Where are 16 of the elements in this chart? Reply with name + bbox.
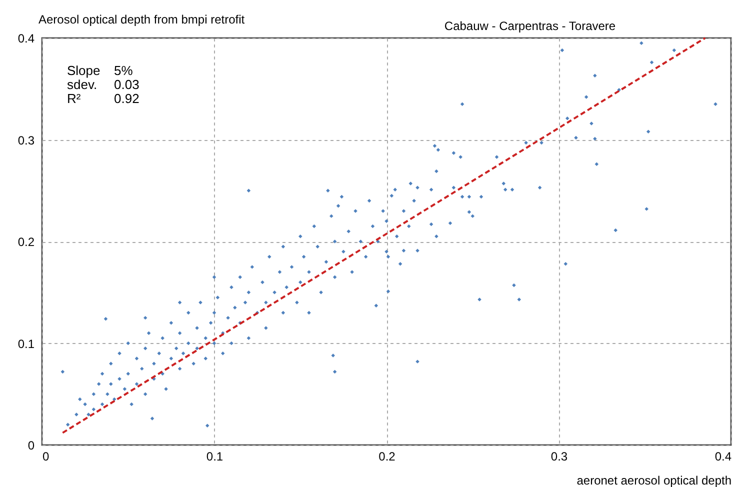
x-tick-label: 0.4 bbox=[714, 450, 732, 464]
x-axis-title: aeronet aerosol optical depth bbox=[576, 474, 732, 487]
x-tick-label: 0.3 bbox=[550, 450, 568, 464]
x-tick-label: 0.1 bbox=[206, 450, 224, 464]
annotation: Slope 5% bbox=[67, 63, 134, 78]
x-tick-label: 0.2 bbox=[378, 450, 396, 464]
y-tick-label: 0.3 bbox=[18, 133, 35, 148]
x-tick-label: 0 bbox=[42, 450, 50, 464]
text: sdev. 0.03 bbox=[67, 77, 140, 92]
text: R² 0.92 bbox=[67, 91, 140, 106]
y-axis-title: Aerosol optical depth from bmpi retrofit bbox=[38, 12, 246, 26]
y-tick-label: 0.2 bbox=[18, 235, 35, 249]
y-tick-label: 0.1 bbox=[18, 336, 35, 351]
y-tick-label: 0 bbox=[28, 438, 35, 452]
y-tick-label: 0.4 bbox=[18, 32, 35, 46]
chart-title: Cabauw - Carpentras - Toravere bbox=[444, 19, 616, 33]
